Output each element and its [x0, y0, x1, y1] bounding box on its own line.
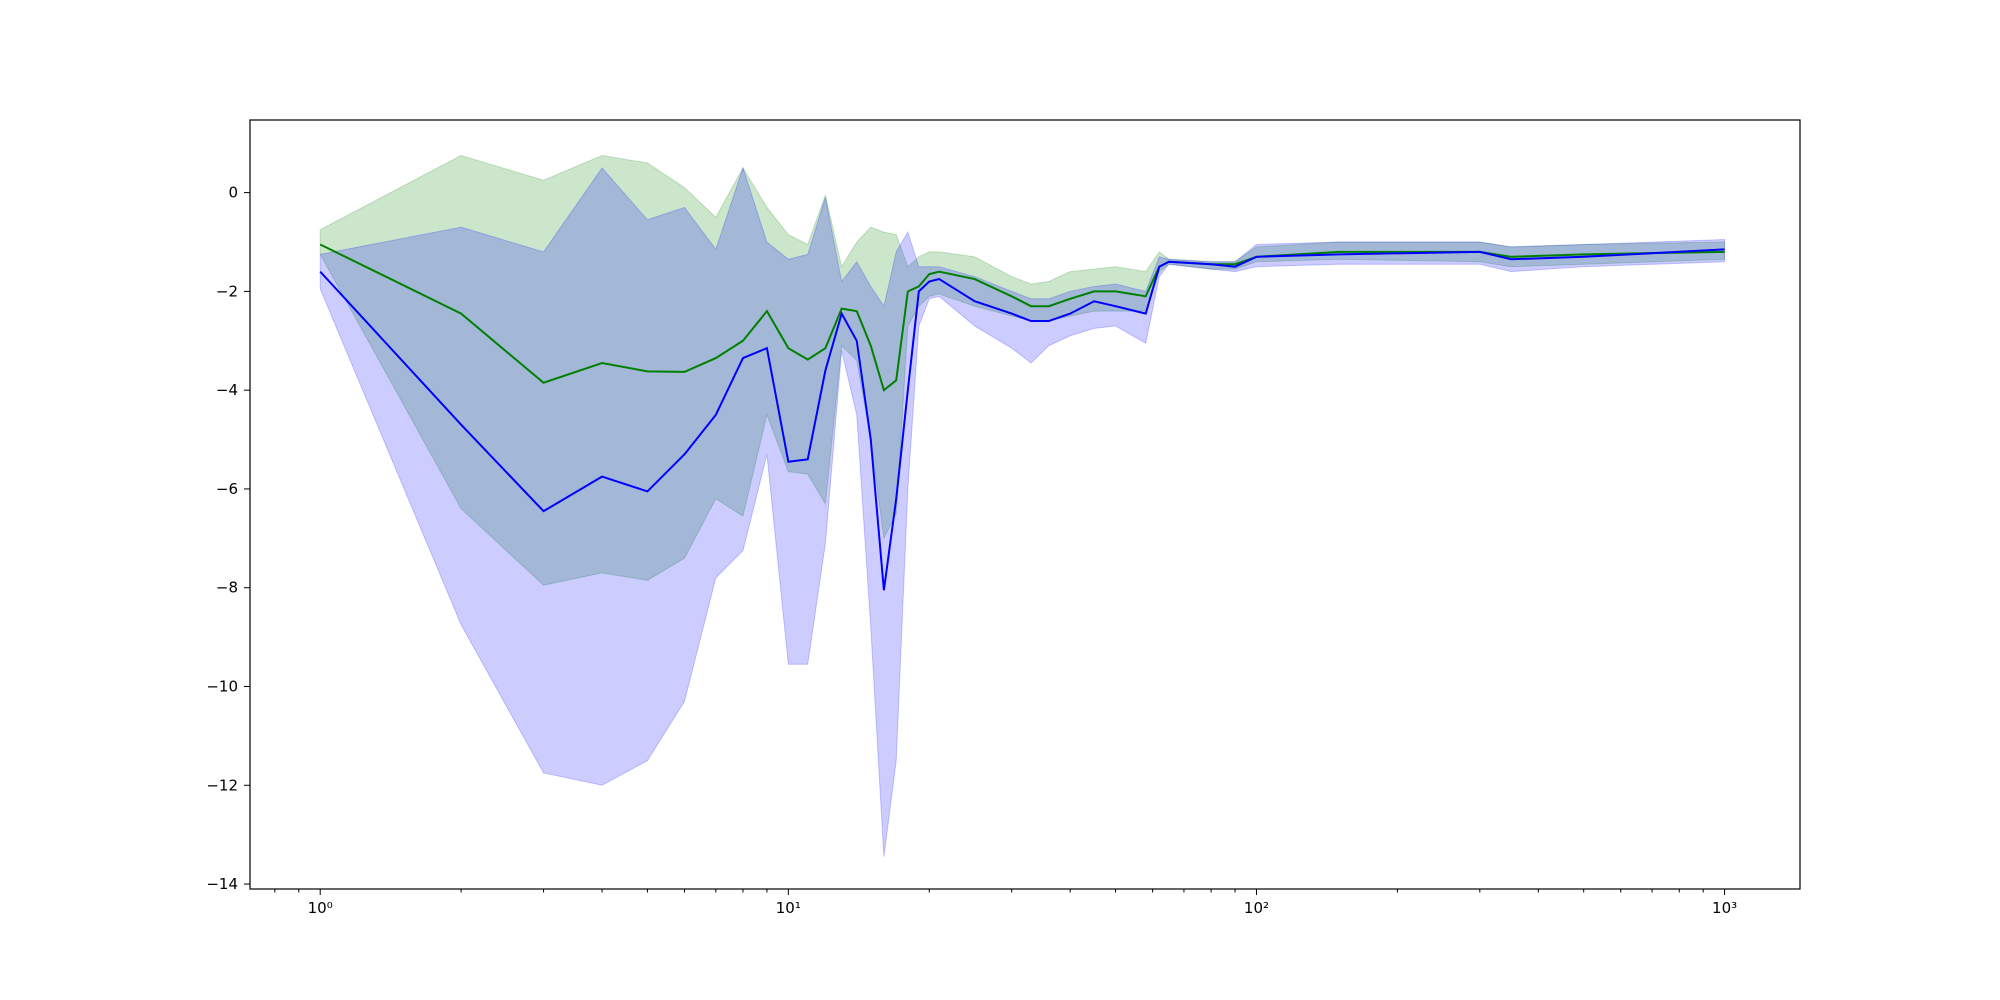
y-tick-label: −14	[206, 875, 238, 893]
confidence-band	[319, 155, 1726, 586]
y-tick-label: −4	[216, 381, 238, 399]
y-tick-label: −12	[206, 776, 238, 794]
mean-line	[319, 243, 1725, 392]
y-tick-label: 0	[228, 184, 238, 202]
x-tick-label: 10¹	[776, 899, 801, 917]
y-tick-label: −6	[216, 480, 238, 498]
x-tick-label: 10²	[1244, 899, 1269, 917]
x-tick-label: 10³	[1712, 899, 1737, 917]
y-tick-label: −8	[216, 579, 238, 597]
x-tick-label: 10⁰	[308, 899, 333, 917]
y-tick-label: −2	[216, 282, 238, 300]
y-tick-label: −10	[206, 678, 238, 696]
mean-line	[319, 248, 1725, 591]
plot-frame	[249, 119, 1801, 890]
confidence-band	[319, 166, 1726, 857]
